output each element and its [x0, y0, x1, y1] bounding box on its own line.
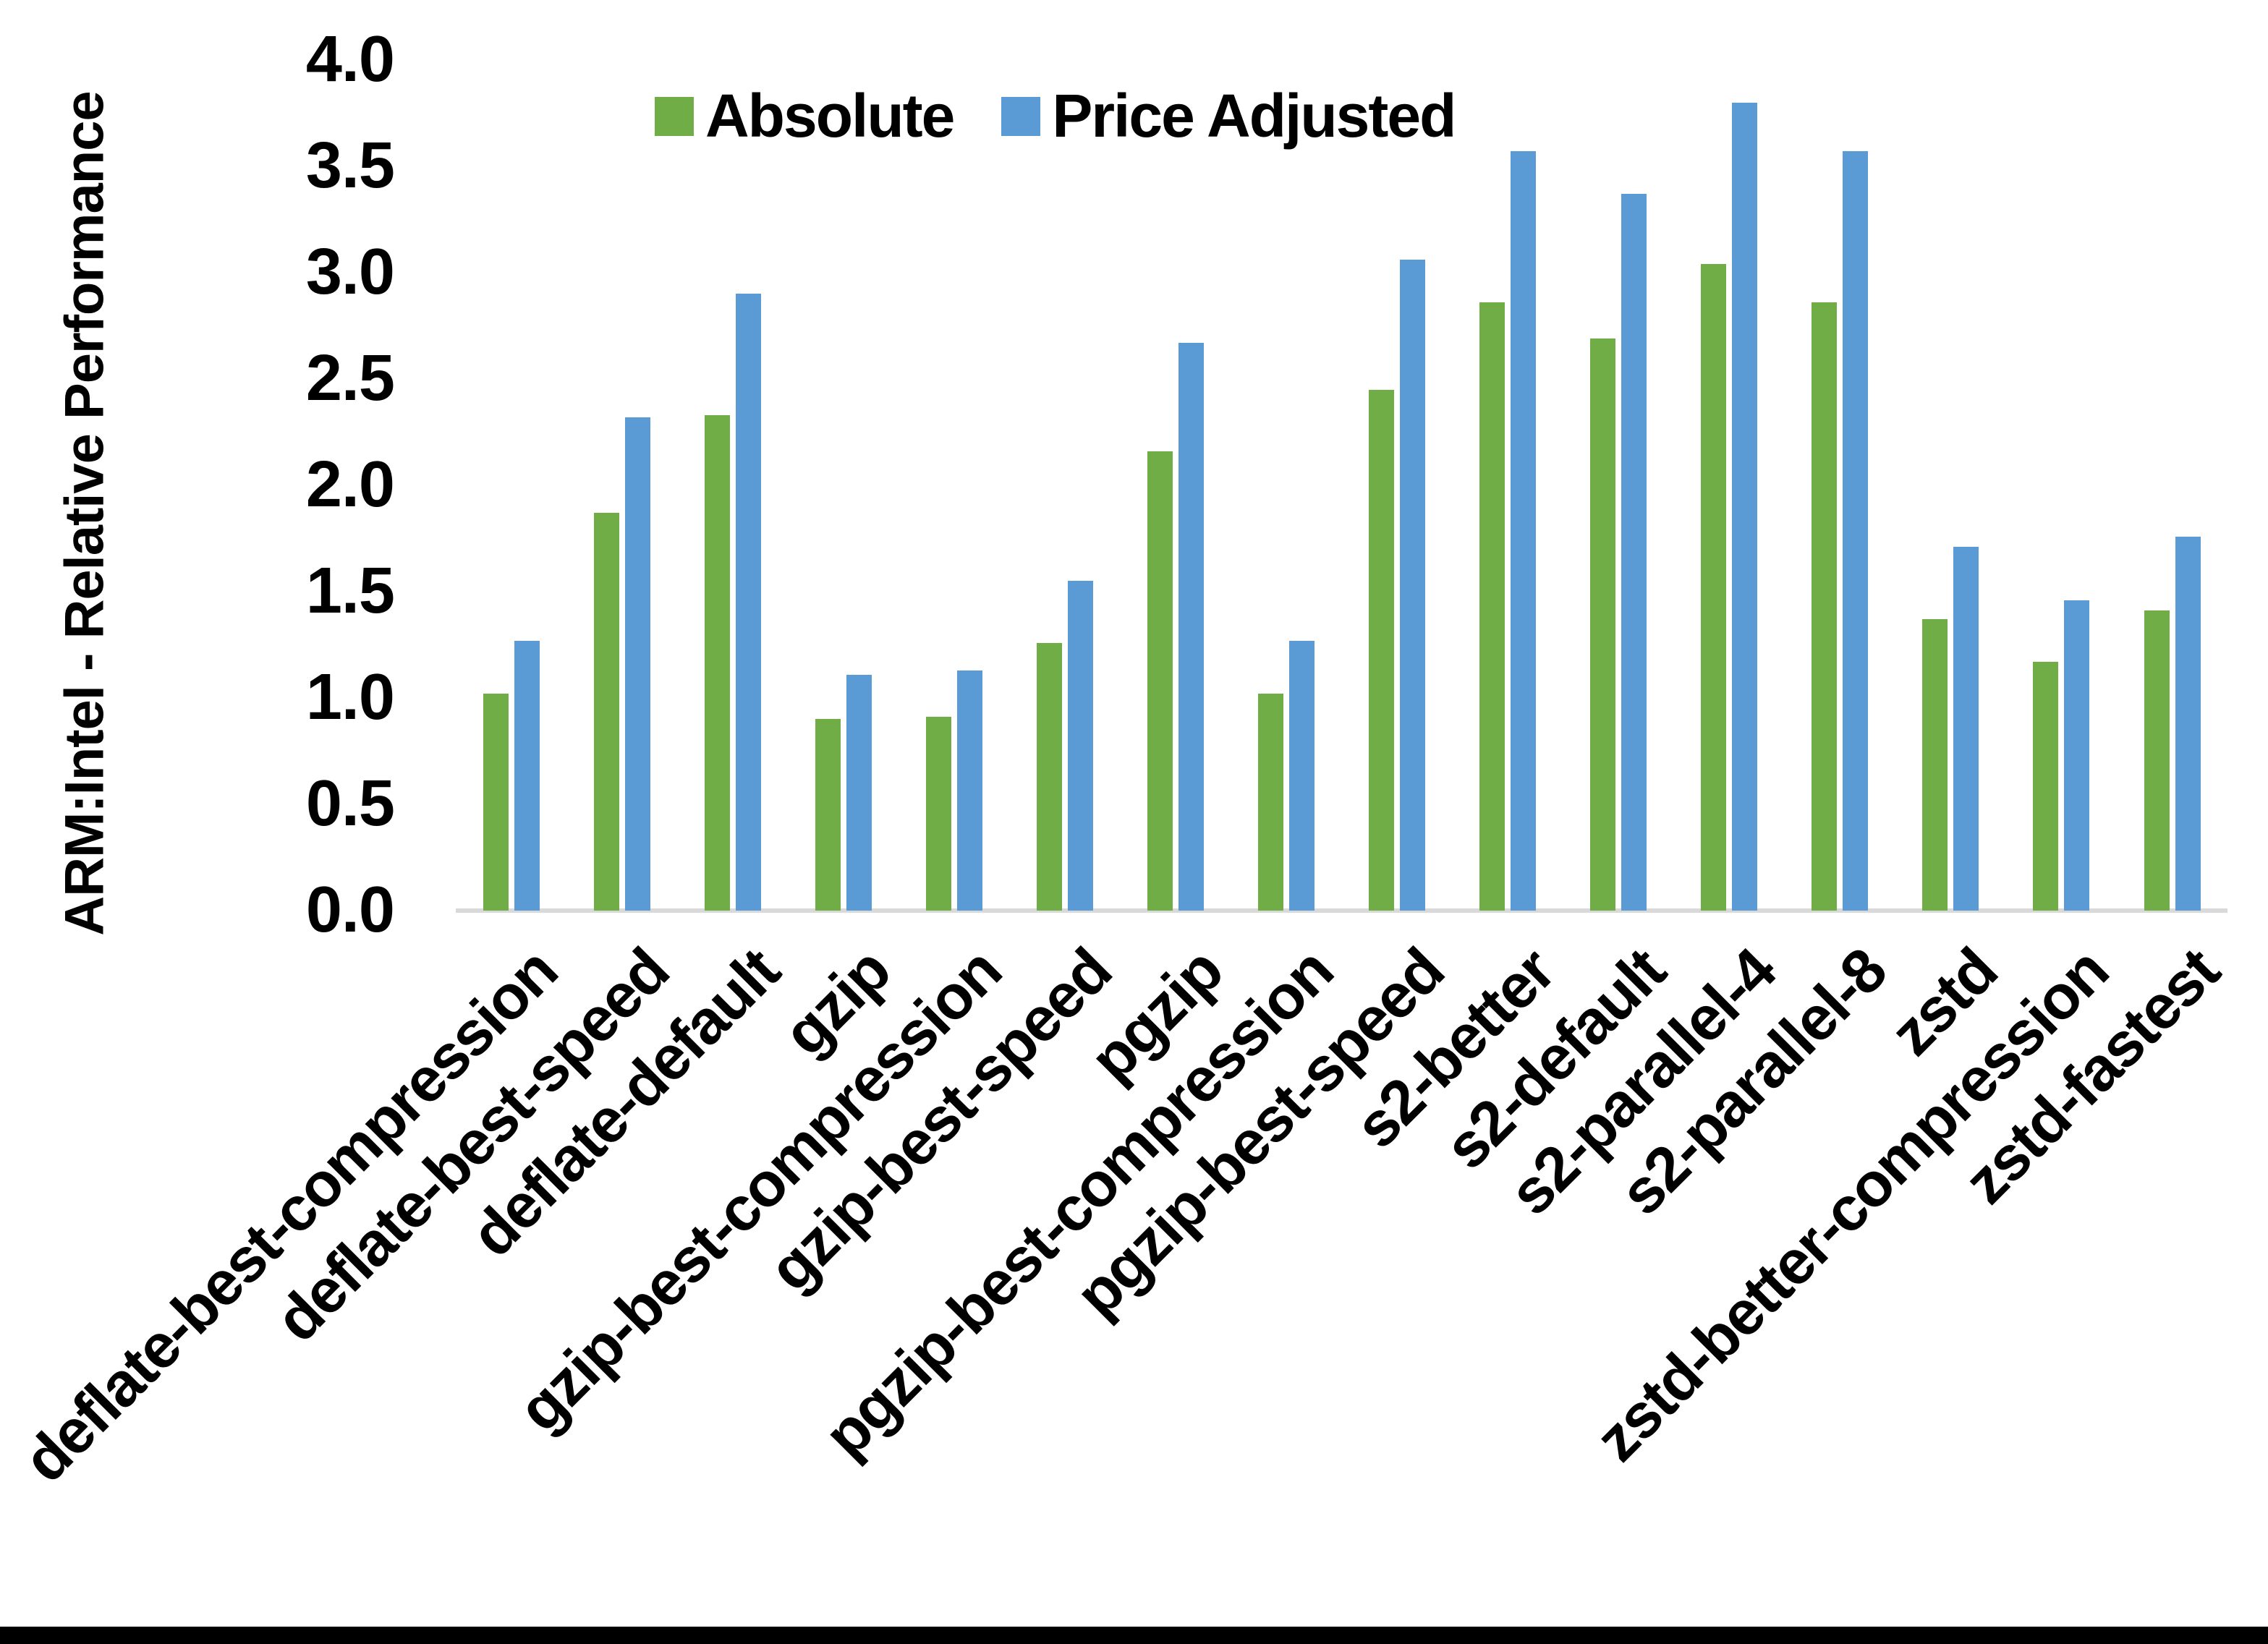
bar-absolute-s2-parallel-4 — [1701, 264, 1726, 911]
bar-absolute-zstd — [1922, 619, 1948, 911]
bar-price-adjusted-zstd-fastest — [2175, 537, 2201, 911]
window-bottom-edge — [0, 1627, 2268, 1644]
bar-price-adjusted-zstd-better-compression — [2064, 600, 2089, 911]
y-axis-tick-3.0: 3.0 — [305, 236, 395, 308]
bar-absolute-gzip-best-speed — [1037, 643, 1062, 911]
y-axis-tick-0.0: 0.0 — [305, 874, 395, 946]
legend-swatch-price-adjusted-icon — [1001, 96, 1041, 136]
y-axis-tick-2.5: 2.5 — [305, 342, 395, 414]
bar-absolute-pgzip-best-compression — [1258, 694, 1283, 911]
y-axis-tick-4.0: 4.0 — [305, 23, 395, 95]
bar-absolute-s2-default — [1590, 338, 1615, 911]
legend-label-price-adjusted: Price Adjusted — [1052, 82, 1456, 150]
bar-absolute-s2-better — [1479, 302, 1505, 911]
bar-price-adjusted-deflate-default — [736, 294, 761, 911]
y-axis-tick-1.5: 1.5 — [305, 555, 395, 627]
bar-price-adjusted-s2-parallel-4 — [1732, 103, 1757, 911]
bar-absolute-gzip — [815, 719, 841, 911]
x-axis-line — [456, 908, 2227, 913]
bar-price-adjusted-s2-better — [1511, 151, 1536, 911]
legend: Absolute Price Adjusted — [655, 81, 1456, 151]
bar-absolute-zstd-fastest — [2144, 610, 2170, 911]
bar-price-adjusted-s2-parallel-8 — [1843, 151, 1868, 911]
bar-price-adjusted-gzip-best-speed — [1068, 581, 1093, 911]
bar-absolute-pgzip — [1147, 451, 1173, 911]
bar-price-adjusted-pgzip-best-speed — [1400, 260, 1425, 911]
bar-price-adjusted-pgzip-best-compression — [1289, 641, 1314, 911]
y-axis-tick-2.0: 2.0 — [305, 448, 395, 521]
bar-price-adjusted-deflate-best-compression — [514, 641, 540, 911]
bar-price-adjusted-deflate-best-speed — [625, 417, 650, 911]
legend-item-price-adjusted: Price Adjusted — [1001, 81, 1456, 151]
bar-absolute-deflate-best-speed — [594, 513, 619, 911]
bar-price-adjusted-gzip — [846, 675, 872, 911]
bar-absolute-deflate-default — [705, 415, 730, 911]
y-axis-tick-1.0: 1.0 — [305, 661, 395, 733]
bar-absolute-deflate-best-compression — [483, 694, 509, 911]
bar-absolute-s2-parallel-8 — [1812, 302, 1837, 911]
legend-label-absolute: Absolute — [705, 82, 955, 150]
legend-swatch-absolute-icon — [655, 96, 694, 136]
y-axis-title: ARM:Intel - Relative Performance — [54, 91, 116, 936]
legend-item-absolute: Absolute — [655, 81, 955, 151]
bar-price-adjusted-zstd — [1953, 547, 1979, 911]
y-axis-tick-3.5: 3.5 — [305, 129, 395, 202]
bar-absolute-pgzip-best-speed — [1369, 390, 1394, 911]
bar-absolute-zstd-better-compression — [2033, 662, 2058, 911]
bar-absolute-gzip-best-compression — [926, 717, 951, 911]
bar-price-adjusted-s2-default — [1621, 194, 1647, 911]
y-axis-tick-0.5: 0.5 — [305, 767, 395, 840]
bar-price-adjusted-gzip-best-compression — [957, 670, 982, 911]
bar-price-adjusted-pgzip — [1178, 343, 1204, 911]
